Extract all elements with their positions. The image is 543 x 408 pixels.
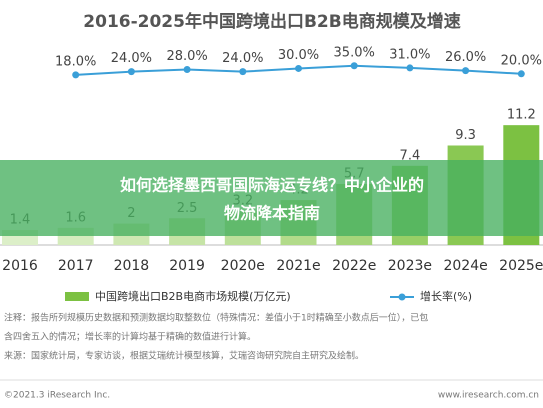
footer: www.iresearch.com.cn <box>438 391 539 401</box>
data-label: 18.0% <box>55 54 96 69</box>
growth-point <box>462 67 470 75</box>
data-label: 24.0% <box>111 51 152 66</box>
note: 含四舍五入的情况；增长率的计算均基于精确的数值进行计算。 <box>4 331 256 343</box>
data-label: 20.0% <box>501 53 542 68</box>
growth-point <box>406 64 414 72</box>
note: 注释：报告所列规模历史数据和预测数据均取整数位（特殊情况：差值小于1时精确至小数… <box>4 312 428 324</box>
note: 来源：国家统计局，专家访谈，根据艾瑞统计模型核算，艾瑞咨询研究院自主研究及绘制。 <box>4 350 364 362</box>
x-tick-label: 2025e <box>499 258 543 274</box>
growth-point <box>239 68 247 76</box>
x-tick-label: 2016 <box>2 258 38 274</box>
growth-point <box>183 66 191 74</box>
growth-point <box>517 70 525 78</box>
x-tick-label: 2021e <box>276 258 320 274</box>
growth-point <box>295 64 302 72</box>
data-label: 28.0% <box>166 49 207 64</box>
data-label: 35.0% <box>334 45 375 60</box>
x-tick-label: 2019 <box>169 258 205 274</box>
legend-label: 中国跨境出口B2B电商市场规模(万亿元) <box>95 289 291 303</box>
legend-label: 增长率(%) <box>420 289 472 303</box>
overlay-title: 如何选择墨西哥国际海运专线？中小企业的 <box>120 176 424 195</box>
data-label: 11.2 <box>507 108 536 123</box>
x-tick-label: 2022e <box>332 258 376 274</box>
x-tick-label: 2023e <box>388 258 432 274</box>
chart-title: 2016-2025年中国跨境出口B2B电商规模及增速 <box>83 11 460 32</box>
footer: ©2021.3 iResearch Inc. <box>4 391 110 401</box>
growth-point <box>127 68 135 76</box>
data-label: 24.0% <box>222 51 263 66</box>
data-label: 31.0% <box>389 47 430 62</box>
data-label: 30.0% <box>278 48 319 63</box>
legend-swatch <box>65 292 89 301</box>
x-tick-label: 2017 <box>58 258 94 274</box>
growth-point <box>350 62 358 70</box>
x-tick-label: 2020e <box>221 258 265 274</box>
growth-point <box>72 71 80 79</box>
overlay-title: 物流降本指南 <box>224 204 320 223</box>
x-tick-label: 2018 <box>114 258 150 274</box>
data-label: 26.0% <box>445 50 486 65</box>
legend-swatch <box>398 293 406 301</box>
overlay-banner <box>0 160 543 236</box>
data-label: 7.4 <box>400 148 421 163</box>
x-tick-label: 2024e <box>443 258 487 274</box>
data-label: 9.3 <box>455 128 476 143</box>
